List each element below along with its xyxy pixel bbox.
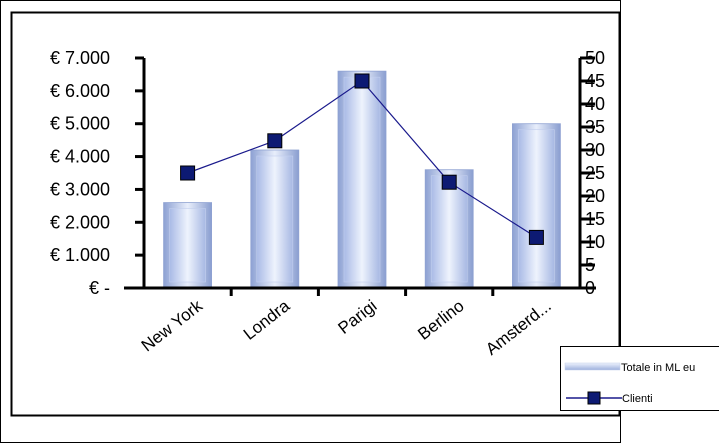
right-tick-label: 0 xyxy=(585,278,595,298)
right-tick-label: 35 xyxy=(585,117,605,137)
legend-label-bars: Totale in ML eu xyxy=(621,362,695,374)
right-tick-label: 40 xyxy=(585,94,605,114)
legend-box xyxy=(560,346,719,411)
left-tick-label: € - xyxy=(89,278,110,298)
right-tick-label: 20 xyxy=(585,186,605,206)
clienti-marker xyxy=(441,174,457,190)
left-tick-label: € 1.000 xyxy=(50,245,110,265)
bar-bevel xyxy=(169,208,206,283)
right-tick-label: 15 xyxy=(585,209,605,229)
legend-label-line: Clienti xyxy=(622,393,653,405)
bar-bevel xyxy=(430,175,468,283)
clienti-marker xyxy=(354,73,370,89)
clienti-marker xyxy=(267,133,283,149)
right-tick-label: 50 xyxy=(585,48,605,68)
left-tick-label: € 3.000 xyxy=(50,179,110,199)
left-tick-label: € 5.000 xyxy=(50,114,110,134)
right-tick-label: 45 xyxy=(585,71,605,91)
left-tick-label: € 4.000 xyxy=(50,147,110,167)
right-tick-label: 30 xyxy=(585,140,605,160)
left-tick-label: € 6.000 xyxy=(50,81,110,101)
legend-marker-swatch xyxy=(587,391,601,405)
left-tick-label: € 7.000 xyxy=(50,48,110,68)
right-tick-label: 25 xyxy=(585,163,605,183)
legend-bar-swatch xyxy=(564,362,621,371)
bar-bevel xyxy=(518,129,555,283)
bar-bevel xyxy=(343,76,381,283)
bar-bevel xyxy=(256,155,294,283)
bars-layer xyxy=(163,70,561,289)
right-tick-label: 10 xyxy=(585,232,605,252)
clienti-marker xyxy=(180,165,196,181)
right-tick-label: 5 xyxy=(585,255,595,275)
left-tick-label: € 2.000 xyxy=(50,212,110,232)
right-axis-ticks: 0 5 10 15 20 25 30 35 40 45 50 xyxy=(580,48,605,298)
legend: Totale in ML eu Clienti xyxy=(560,346,719,411)
clienti-marker xyxy=(528,229,544,245)
line-layer xyxy=(180,73,544,245)
left-axis-ticks: € - € 1.000 € 2.000 € 3.000 € 4.000 € 5.000 € … xyxy=(50,48,144,298)
